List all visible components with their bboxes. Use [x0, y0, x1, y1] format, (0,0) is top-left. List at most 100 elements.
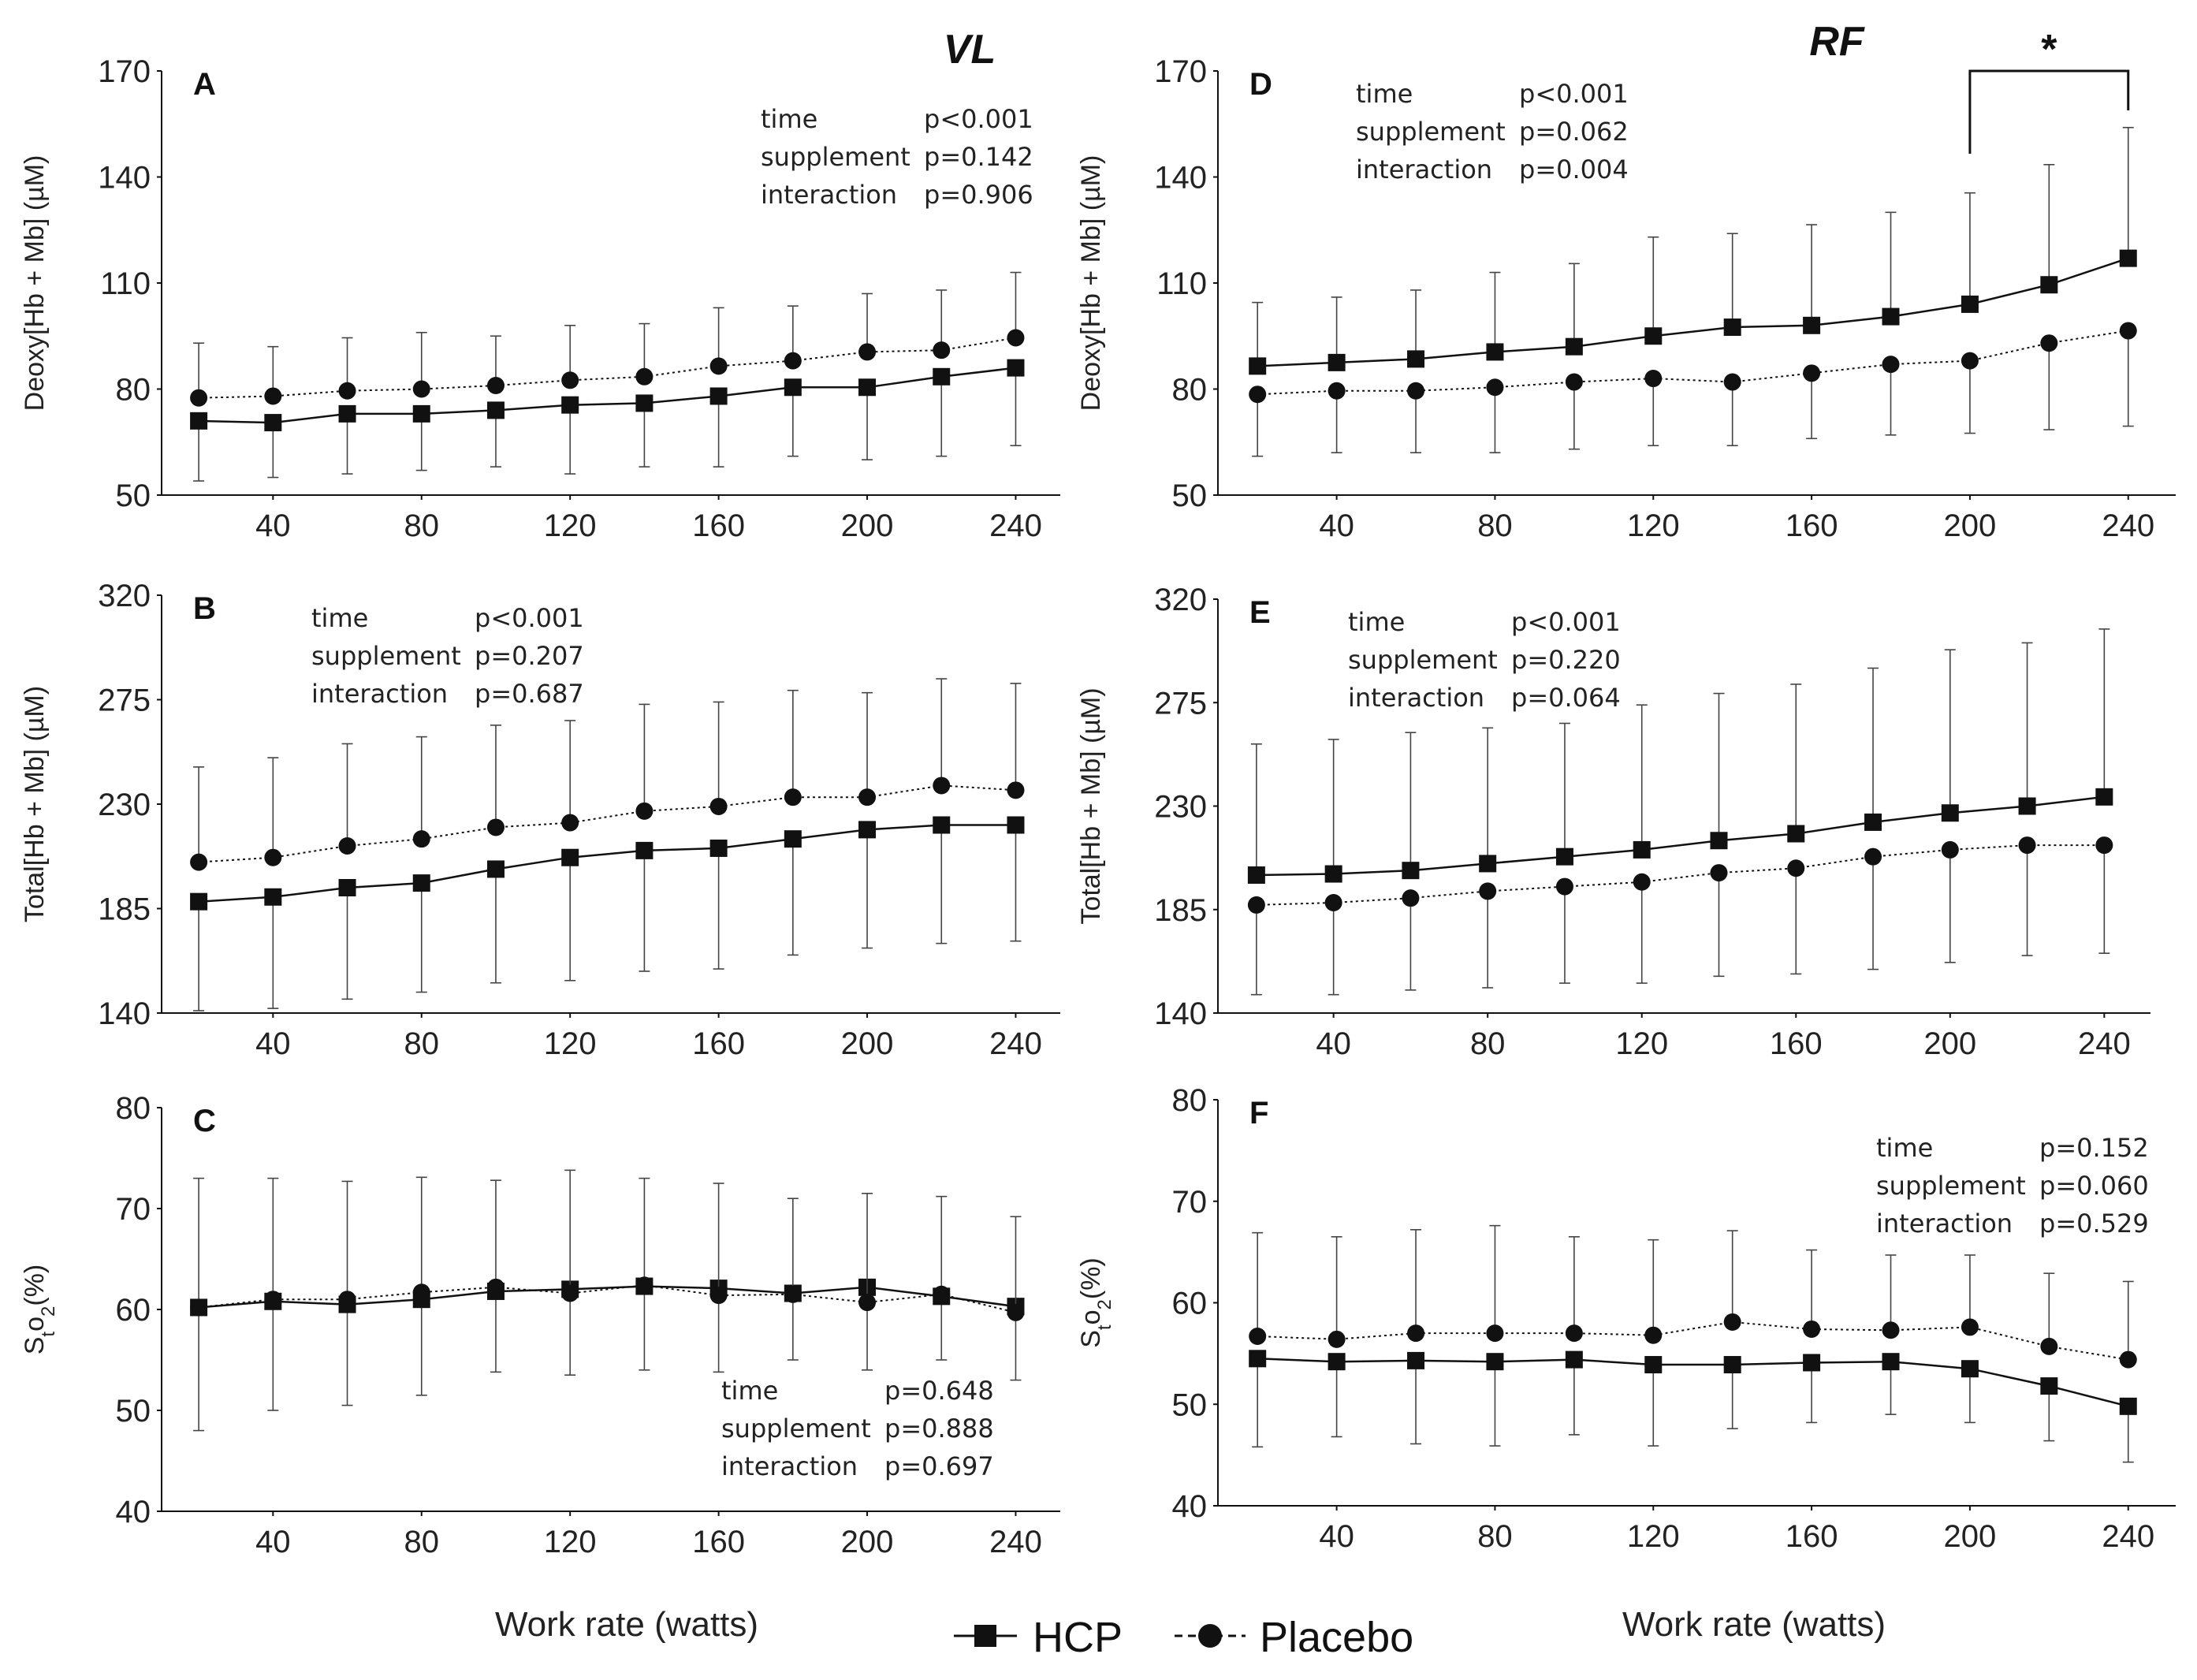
panel-c-point-placebo: [784, 1285, 802, 1303]
panel-f-stat-name: supplement: [1876, 1171, 2026, 1201]
panel-a-xtick-label: 160: [692, 508, 745, 543]
panel-a-xtick-label: 80: [404, 508, 440, 543]
panel-d-series-line-hcp: [1257, 257, 2129, 367]
panel-d-ytick-label: 110: [1156, 266, 1207, 301]
panel-e-ytick-label: 230: [1154, 790, 1207, 825]
panel-d-xtick-label: 240: [2102, 508, 2154, 543]
panel-b-point-placebo: [338, 837, 356, 855]
panel-b-point-placebo: [635, 802, 654, 820]
panel-c-stat-name: supplement: [721, 1414, 871, 1443]
panel-a-point-placebo: [190, 389, 208, 407]
panel-f-point-placebo: [1565, 1324, 1583, 1343]
panel-b-point-hcp: [190, 892, 208, 911]
panel-a-point-placebo: [858, 343, 877, 361]
panel-d-point-placebo: [1961, 352, 1979, 370]
panel-e-point-placebo: [1787, 859, 1805, 877]
panel-d-point-placebo: [1407, 382, 1425, 400]
panel-b-point-placebo: [933, 777, 951, 795]
panel-b-xtick-label: 200: [841, 1026, 894, 1061]
panel-d-stat-name: supplement: [1356, 117, 1506, 147]
panel-d-point-hcp: [1486, 343, 1504, 361]
panel-b-ytick-label: 185: [98, 892, 151, 927]
panel-d-point-placebo: [1882, 356, 1900, 374]
legend-hcp-label: HCP: [1033, 1614, 1123, 1661]
panel-b-stat-name: interaction: [311, 679, 448, 709]
panel-f-point-placebo: [2040, 1337, 2058, 1355]
panel-f-ytick-label: 70: [1172, 1185, 1208, 1220]
panel-a-point-placebo: [933, 341, 951, 359]
x-axis-title-right: Work rate (watts): [1622, 1605, 1886, 1644]
panel-e-point-hcp: [1324, 865, 1342, 883]
panel-d-stat-name: time: [1356, 79, 1413, 109]
panel-d-point-placebo: [1249, 386, 1267, 404]
panel-e-point-placebo: [1864, 847, 1882, 866]
panel-e-point-placebo: [1479, 882, 1497, 900]
panel-e-point-hcp: [1247, 866, 1265, 884]
panel-f-point-placebo: [1407, 1324, 1425, 1343]
panel-d-point-placebo: [2040, 334, 2058, 352]
panel-a-point-placebo: [709, 357, 728, 375]
panel-b-point-hcp: [338, 879, 356, 896]
panel-e-point-hcp: [1479, 855, 1497, 873]
panel-c-xtick-label: 240: [989, 1525, 1042, 1559]
panel-d-point-hcp: [2040, 276, 2058, 294]
panel-e-ytick-label: 320: [1154, 583, 1207, 617]
panel-b: 140 185 230 275 320 40 80 120 160 200 240 Total[Hb …: [20, 579, 1060, 1061]
panel-b-xtick-label: 160: [692, 1026, 745, 1061]
panel-e-ytick-label: 140: [1154, 996, 1207, 1031]
panel-b-point-hcp: [412, 874, 430, 892]
panel-d-point-hcp: [1803, 316, 1821, 334]
panel-f-stat-value: p=0.529: [2039, 1209, 2149, 1239]
panel-f-xtick-label: 240: [2102, 1519, 2154, 1554]
panel-a-point-hcp: [858, 378, 877, 397]
panel-d-xtick-label: 120: [1627, 508, 1680, 543]
panel-e-stat-value: p=0.064: [1511, 683, 1621, 713]
panel-e-point-placebo: [1402, 889, 1420, 907]
panel-e-stat-name: interaction: [1348, 683, 1484, 713]
panel-d-stat-value: p<0.001: [1519, 79, 1629, 109]
panel-a-stat-value: p<0.001: [924, 104, 1033, 134]
panel-c-ytick-label: 80: [116, 1091, 151, 1126]
panel-c-ytick-label: 60: [116, 1293, 151, 1328]
panel-f-point-hcp: [2040, 1377, 2058, 1395]
panel-a-xtick-label: 200: [841, 508, 894, 543]
panel-f-point-hcp: [1803, 1354, 1821, 1372]
legend: HCP Placebo: [954, 1614, 1413, 1661]
panel-a-point-hcp: [709, 387, 728, 405]
panel-e-y-label: Total[Hb + Mb] (µM): [1076, 687, 1106, 924]
panel-b-point-hcp: [561, 848, 579, 866]
panel-c-xtick-label: 40: [255, 1525, 291, 1559]
panel-b-stat-name: time: [311, 603, 368, 633]
panel-b-series-line-placebo: [199, 784, 1016, 863]
panel-e-point-hcp: [1555, 847, 1573, 866]
panel-f-letter: F: [1249, 1096, 1268, 1131]
panel-d-xtick-label: 80: [1477, 508, 1513, 543]
panel-f-ytick-label: 40: [1172, 1489, 1208, 1524]
panel-a-stat-value: p=0.142: [924, 142, 1033, 172]
panel-b-point-placebo: [412, 830, 430, 848]
panel-f-xtick-label: 160: [1786, 1519, 1838, 1554]
panel-d-point-placebo: [1565, 373, 1583, 391]
panel-a-point-placebo: [264, 387, 282, 405]
panel-c-point-placebo: [338, 1291, 356, 1309]
panel-d-point-hcp: [1407, 350, 1425, 368]
panel-c-point-placebo: [635, 1276, 654, 1294]
panel-f-point-hcp: [1644, 1356, 1663, 1374]
panel-a-point-hcp: [635, 394, 654, 412]
panel-a-point-placebo: [486, 377, 505, 395]
panel-d-point-hcp: [1644, 327, 1663, 345]
panel-e-series-line-hcp: [1256, 795, 2105, 877]
panel-c-series-line-placebo: [198, 1284, 1016, 1313]
panel-c-point-placebo: [1007, 1303, 1025, 1321]
panel-d-point-placebo: [1644, 370, 1663, 388]
panel-f-xtick-label: 80: [1477, 1519, 1513, 1554]
x-axis-title-left: Work rate (watts): [495, 1605, 758, 1644]
panel-e: 140 185 230 275 320 40 80 120 160 200 240 Total[Hb …: [1076, 583, 2150, 1061]
panel-d-ytick-label: 140: [1154, 161, 1207, 196]
panel-e-point-placebo: [1324, 894, 1342, 911]
panel-e-point-placebo: [1555, 877, 1573, 896]
panel-d-point-hcp: [1882, 307, 1900, 326]
panel-c-series-line-hcp: [198, 1285, 1016, 1309]
panel-a-point-placebo: [635, 367, 654, 386]
